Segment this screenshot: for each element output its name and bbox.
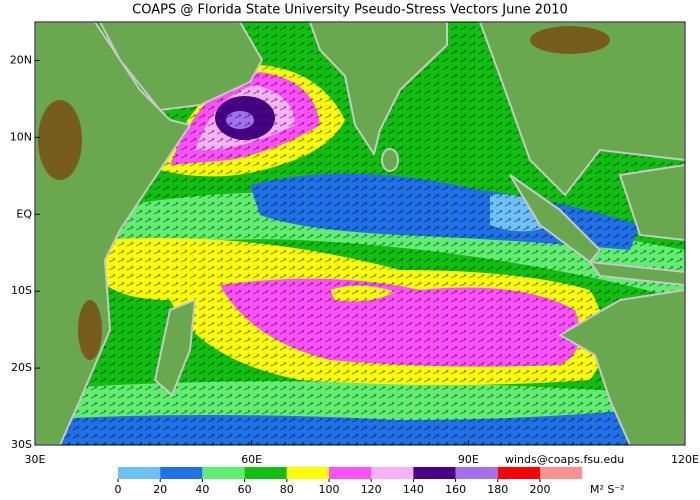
colorbar-label: 40 bbox=[195, 483, 209, 496]
colorbar-swatch bbox=[118, 467, 161, 479]
colorbar-label: 180 bbox=[487, 483, 508, 496]
lat-label: 20N bbox=[10, 53, 32, 66]
colorbar-swatch bbox=[286, 467, 329, 479]
map-area bbox=[35, 22, 685, 445]
colorbar-label: 100 bbox=[319, 483, 340, 496]
colorbar-label: 60 bbox=[238, 483, 252, 496]
colorbar-swatch bbox=[497, 467, 540, 479]
colorbar-label: 120 bbox=[361, 483, 382, 496]
lon-label: 30E bbox=[25, 453, 46, 466]
colorbar-label: 20 bbox=[153, 483, 167, 496]
lon-label: 90E bbox=[458, 453, 479, 466]
lon-label: 120E bbox=[671, 453, 699, 466]
colorbar-swatch bbox=[202, 467, 245, 479]
lat-label: 10N bbox=[10, 130, 32, 143]
colorbar-label: 0 bbox=[115, 483, 122, 496]
lat-label: EQ bbox=[16, 207, 32, 220]
axes: 20N 10N EQ 10S 20S 30S 30E 60E 90E 120E bbox=[10, 53, 699, 466]
credit: winds@coaps.fsu.edu bbox=[505, 453, 624, 466]
colorbar-swatch bbox=[413, 467, 456, 479]
colorbar-swatch bbox=[455, 467, 498, 479]
lat-label: 10S bbox=[11, 284, 32, 297]
lon-label: 60E bbox=[241, 453, 262, 466]
colorbar: 0 20 40 60 80 100 120 140 160 180 200 M² S⁻² bbox=[115, 467, 625, 496]
colorbar-label: 160 bbox=[445, 483, 466, 496]
lat-label: 30S bbox=[11, 438, 32, 451]
colorbar-label: 80 bbox=[280, 483, 294, 496]
colorbar-swatch bbox=[371, 467, 414, 479]
colorbar-swatch bbox=[160, 467, 203, 479]
colorbar-swatch bbox=[540, 467, 583, 479]
title: COAPS @ Florida State University Pseudo-… bbox=[132, 3, 568, 18]
terrain-high bbox=[38, 26, 610, 360]
map-frame bbox=[34, 21, 686, 446]
colorbar-swatch bbox=[244, 467, 287, 479]
colorbar-label: 200 bbox=[530, 483, 551, 496]
colorbar-unit: M² S⁻² bbox=[590, 483, 625, 496]
colorbar-swatch bbox=[329, 467, 372, 479]
colorbar-label: 140 bbox=[403, 483, 424, 496]
lat-label: 20S bbox=[11, 361, 32, 374]
